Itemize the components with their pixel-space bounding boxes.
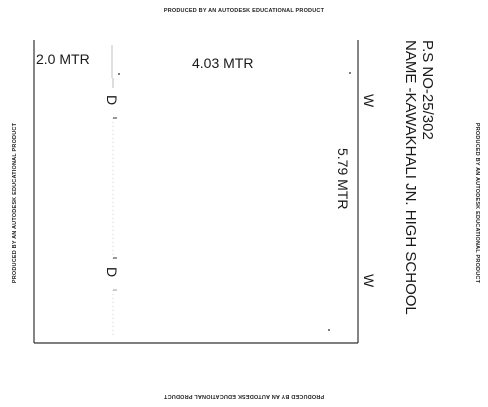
corner-mark [328, 329, 330, 331]
corner-mark [118, 73, 120, 75]
room-width-label: 4.03 MTR [192, 55, 254, 71]
door-top-label: D [104, 95, 120, 106]
room-length-label: 5.79 MTR [335, 148, 351, 210]
watermark-top: PRODUCED BY AN AUTODESK EDUCATIONAL PROD… [163, 8, 325, 14]
school-name: NAME -KAWAKHALI JN. HIGH SCHOOL [402, 40, 419, 315]
window-top-label: W [361, 94, 377, 108]
door-bottom-label: D [104, 267, 120, 278]
corner-mark [349, 72, 351, 74]
verandah-width-label: 2.0 MTR [36, 51, 90, 67]
school-ps-number: P.S NO-25/302 [419, 40, 436, 140]
window-bottom-label: W [361, 274, 377, 288]
